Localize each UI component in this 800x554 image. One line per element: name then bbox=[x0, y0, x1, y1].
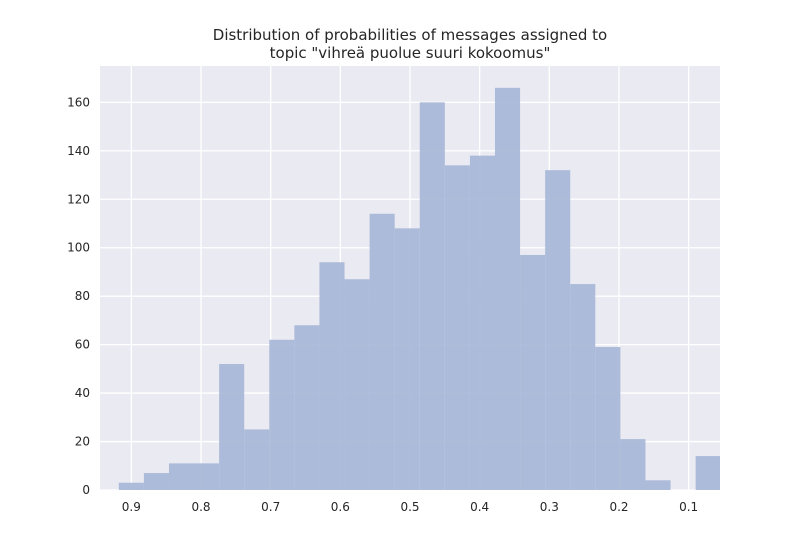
histogram-bar bbox=[344, 279, 370, 490]
histogram-bar bbox=[545, 170, 571, 490]
histogram-bar bbox=[494, 87, 521, 490]
histogram-bar bbox=[219, 364, 245, 490]
y-tick-label: 20 bbox=[75, 435, 90, 449]
x-tick-label: 0.5 bbox=[400, 500, 419, 514]
histogram-bar bbox=[319, 262, 345, 490]
y-tick-labels: 0 20 40 60 80 100 120 140 160 bbox=[67, 95, 90, 497]
histogram-bar bbox=[520, 254, 546, 490]
histogram-bar bbox=[620, 439, 646, 490]
histogram-bar bbox=[168, 463, 195, 490]
x-tick-label: 0.2 bbox=[609, 500, 628, 514]
y-tick-label: 80 bbox=[75, 289, 90, 303]
histogram-bar bbox=[294, 325, 320, 490]
histogram-bar bbox=[444, 165, 470, 490]
y-tick-label: 0 bbox=[82, 483, 90, 497]
histogram-bar bbox=[695, 456, 720, 490]
chart-title-line-2: topic "vihreä puolue suuri kokoomus" bbox=[270, 44, 551, 62]
x-tick-label: 0.9 bbox=[122, 500, 141, 514]
histogram-bar bbox=[645, 480, 671, 490]
y-tick-label: 120 bbox=[67, 192, 90, 206]
y-tick-label: 140 bbox=[67, 144, 90, 158]
x-tick-label: 0.7 bbox=[261, 500, 280, 514]
histogram-bar bbox=[143, 473, 169, 490]
histogram-bar bbox=[469, 155, 495, 490]
y-tick-label: 60 bbox=[75, 338, 90, 352]
histogram-bars bbox=[118, 87, 720, 490]
histogram-bar bbox=[118, 482, 144, 490]
y-tick-label: 40 bbox=[75, 386, 90, 400]
y-tick-label: 160 bbox=[67, 95, 90, 109]
x-tick-labels: 0.9 0.8 0.7 0.6 0.5 0.4 0.3 0.2 0.1 bbox=[122, 500, 698, 514]
histogram-bar bbox=[419, 102, 445, 490]
x-tick-label: 0.8 bbox=[191, 500, 210, 514]
x-tick-label: 0.1 bbox=[679, 500, 698, 514]
histogram-bar bbox=[269, 339, 295, 490]
chart-title-line-1: Distribution of probabilities of message… bbox=[213, 26, 607, 44]
x-tick-label: 0.3 bbox=[540, 500, 559, 514]
histogram-bar bbox=[595, 347, 621, 490]
histogram-bar bbox=[194, 463, 220, 490]
histogram-bar bbox=[244, 429, 270, 490]
histogram-bar bbox=[394, 228, 420, 490]
histogram-bar bbox=[369, 213, 395, 490]
y-tick-label: 100 bbox=[67, 241, 90, 255]
x-tick-label: 0.4 bbox=[470, 500, 489, 514]
x-tick-label: 0.6 bbox=[331, 500, 350, 514]
histogram-bar bbox=[570, 284, 596, 490]
